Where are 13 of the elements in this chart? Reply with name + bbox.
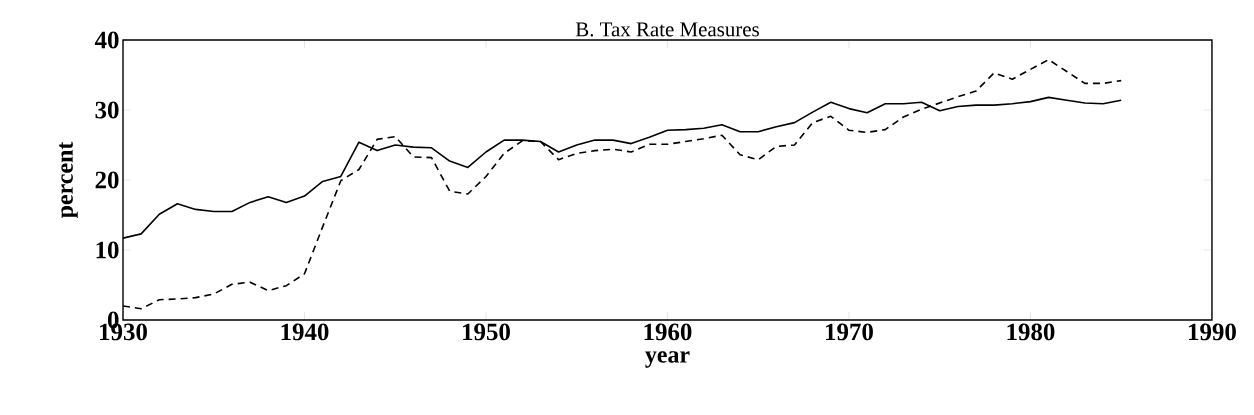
- x-tick-label: 1980: [1007, 323, 1055, 341]
- x-axis-title: year: [645, 351, 690, 368]
- y-axis-title: percent: [59, 141, 78, 218]
- x-tick-label: 1960: [644, 323, 692, 341]
- x-tick-label: 1990: [1189, 323, 1236, 341]
- y-tick-label: 20: [95, 171, 119, 189]
- y-tick-label: 30: [95, 101, 119, 119]
- x-tick-label: 1950: [463, 323, 510, 341]
- x-tick-label: 1970: [826, 323, 873, 341]
- y-tick-label: 10: [96, 241, 119, 259]
- x-tick-label: 1940: [281, 323, 329, 341]
- chart-title: B. Tax Rate Measures: [575, 22, 759, 37]
- y-tick-label: 40: [94, 31, 119, 49]
